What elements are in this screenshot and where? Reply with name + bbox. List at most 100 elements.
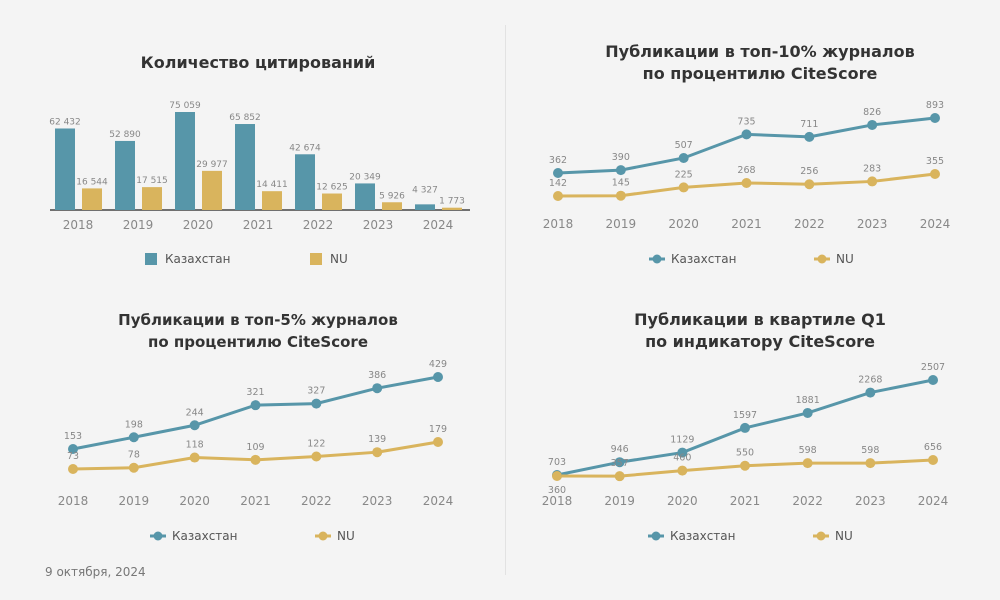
data-label: 14 411: [256, 180, 288, 190]
bar-nu: [262, 191, 282, 210]
x-tick-label: 2020: [183, 218, 214, 232]
data-label: 145: [612, 178, 630, 189]
data-label: 2507: [921, 362, 945, 373]
data-label: 62 432: [49, 117, 81, 127]
data-point: [867, 119, 878, 130]
chart-title-q1: Публикации в квартиле Q1 по индикатору Ci…: [634, 309, 886, 353]
data-point: [865, 458, 876, 469]
x-tick-label: 2022: [303, 218, 334, 232]
data-point: [615, 165, 626, 176]
data-label: 735: [737, 116, 755, 127]
data-point: [677, 447, 688, 458]
x-tick-label: 2021: [243, 218, 274, 232]
data-point: [741, 177, 752, 188]
legend-label: NU: [337, 529, 355, 543]
data-label: 1597: [733, 410, 757, 421]
data-label: 122: [307, 439, 325, 450]
data-label: 118: [186, 440, 204, 451]
data-point: [802, 407, 813, 418]
x-tick-label: 2020: [179, 494, 210, 508]
legend-marker: [652, 254, 662, 264]
data-label: 225: [675, 169, 693, 180]
data-label: 826: [863, 107, 881, 118]
bar-nu: [202, 170, 222, 210]
data-point: [250, 400, 261, 411]
data-label: 29 977: [196, 160, 228, 170]
data-label: 360: [548, 485, 566, 496]
data-point: [804, 131, 815, 142]
bar-kz: [115, 140, 135, 210]
data-label: 75 059: [169, 101, 201, 111]
data-label: 362: [549, 155, 567, 166]
data-point: [678, 152, 689, 163]
x-tick-label: 2024: [423, 494, 454, 508]
x-tick-label: 2019: [606, 217, 637, 231]
data-label: 73: [67, 451, 79, 462]
data-label: 153: [64, 431, 82, 442]
bar-nu: [382, 202, 402, 210]
legend-label: NU: [330, 252, 348, 266]
x-tick-label: 2024: [918, 494, 949, 508]
data-label: 109: [246, 442, 264, 453]
data-label: 78: [128, 450, 140, 461]
data-label: 893: [926, 100, 944, 111]
legend-marker: [318, 531, 328, 541]
title-line: по индикатору CiteScore: [645, 332, 875, 351]
chart-title-citations: Количество цитирований: [140, 53, 376, 72]
data-point: [433, 437, 443, 447]
legend-label: Казахстан: [671, 252, 737, 266]
chart-title-top10: Публикации в топ-10% журналов по проценти…: [605, 41, 914, 85]
data-point: [372, 383, 383, 394]
data-point: [865, 387, 876, 398]
data-point: [741, 129, 752, 140]
data-label: 12 625: [316, 183, 348, 193]
x-tick-label: 2021: [730, 494, 761, 508]
bar-nu: [142, 187, 162, 210]
data-point: [802, 458, 813, 469]
legend-marker: [817, 254, 827, 264]
legend-marker: [816, 531, 826, 541]
data-label: 598: [861, 445, 879, 456]
title-line: по процентилю CiteScore: [642, 64, 878, 83]
data-label: 142: [549, 178, 567, 189]
x-tick-label: 2023: [362, 494, 393, 508]
legend-marker: [153, 531, 163, 541]
data-point: [928, 375, 938, 385]
x-tick-label: 2023: [363, 218, 394, 232]
bar-kz: [355, 183, 375, 210]
data-point: [311, 451, 322, 462]
bar-kz: [295, 154, 315, 210]
data-point: [867, 176, 878, 187]
data-label: 429: [429, 359, 447, 370]
x-tick-label: 2021: [240, 494, 271, 508]
data-label: 703: [548, 457, 566, 468]
data-label: 1129: [670, 435, 694, 446]
x-tick-label: 2021: [731, 217, 762, 231]
title-line: Публикации в квартиле Q1: [634, 310, 886, 329]
data-point: [678, 182, 689, 193]
legend-label: NU: [835, 529, 853, 543]
x-tick-label: 2018: [63, 218, 94, 232]
data-label: 321: [246, 387, 264, 398]
data-label: 5 926: [379, 191, 405, 201]
bar-nu: [322, 193, 342, 210]
data-point: [189, 452, 200, 463]
data-label: 4 327: [412, 186, 438, 196]
bar-kz: [175, 112, 195, 210]
data-point: [740, 460, 750, 471]
x-tick-label: 2018: [542, 494, 573, 508]
data-label: 198: [125, 419, 143, 430]
data-point: [68, 464, 78, 474]
data-label: 139: [368, 434, 386, 445]
bar-nu: [442, 207, 462, 210]
bar-nu: [82, 188, 102, 210]
bar-kz: [415, 204, 435, 210]
data-label: 1881: [796, 395, 820, 406]
x-tick-label: 2024: [920, 217, 951, 231]
data-point: [740, 422, 750, 433]
data-label: 550: [736, 448, 754, 459]
data-label: 268: [737, 165, 755, 176]
data-label: 357: [611, 458, 629, 469]
legend-label: Казахстан: [165, 252, 231, 266]
data-label: 42 674: [289, 143, 321, 153]
